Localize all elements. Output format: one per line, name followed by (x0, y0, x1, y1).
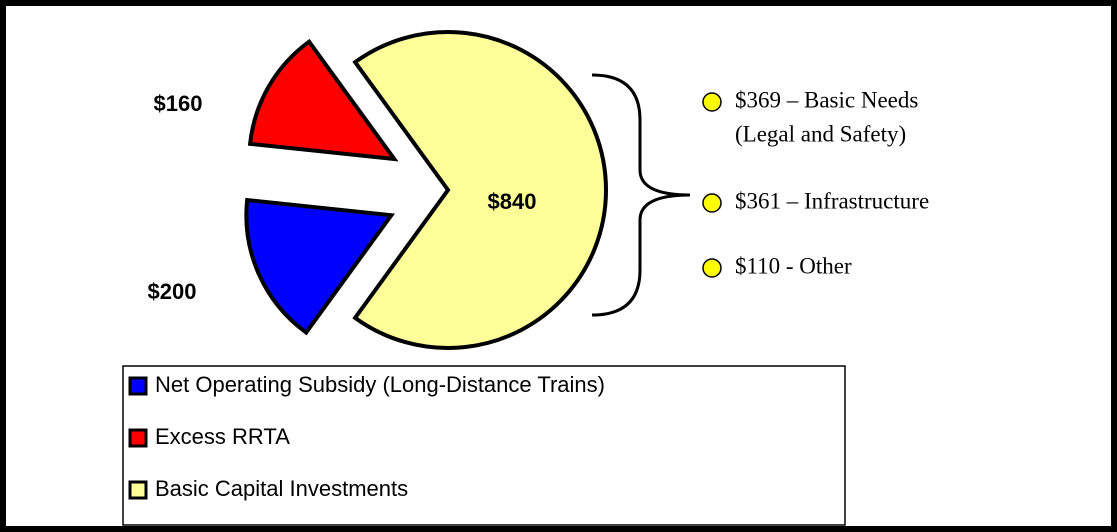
bullet (702, 92, 722, 112)
legend-label: Excess RRTA (155, 424, 290, 449)
data-label: $200 (148, 279, 197, 304)
pie-slice (244, 197, 396, 336)
annotation: (Legal and Safety) (735, 121, 906, 146)
bullet (702, 193, 722, 213)
annotation: $369 – Basic Needs (735, 87, 918, 112)
brace (591, 73, 691, 317)
data-label: $160 (154, 91, 203, 116)
legend-label: Basic Capital Investments (155, 476, 408, 501)
legend-swatch (128, 480, 148, 500)
bullet (702, 258, 722, 278)
data-label: $840 (488, 189, 537, 214)
legend-label: Net Operating Subsidy (Long-Distance Tra… (155, 372, 605, 397)
pie-slice (352, 30, 608, 350)
legend-swatch (128, 376, 148, 396)
legend-swatch (128, 428, 148, 448)
annotation: $110 - Other (735, 253, 852, 278)
legend-box (122, 365, 846, 526)
annotation: $361 – Infrastructure (735, 188, 929, 213)
pie-slice (247, 38, 399, 162)
